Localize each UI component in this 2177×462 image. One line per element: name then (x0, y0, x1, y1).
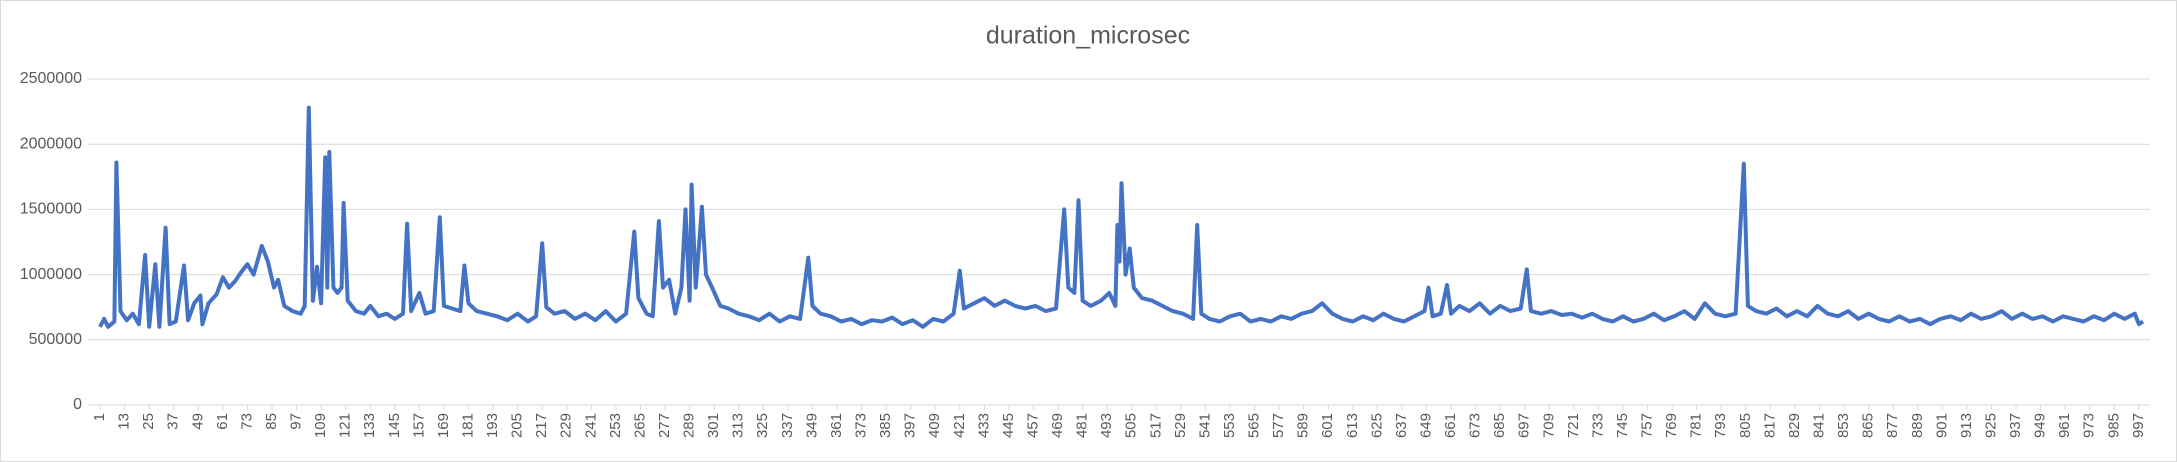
x-tick-label: 757 (1639, 413, 1656, 438)
x-tick-label: 637 (1393, 413, 1410, 438)
y-tick-label: 2500000 (20, 70, 82, 87)
x-tick-label: 841 (1810, 413, 1827, 438)
x-tick-label: 445 (1000, 413, 1017, 438)
x-tick-label: 217 (533, 413, 550, 438)
x-tick-label: 433 (975, 413, 992, 438)
x-tick-label: 229 (558, 413, 575, 438)
x-tick-label: 829 (1786, 413, 1803, 438)
x-tick-label: 865 (1860, 413, 1877, 438)
series-line (98, 105, 2145, 329)
x-tick-label: 589 (1295, 413, 1312, 438)
x-tick-label: 769 (1663, 413, 1680, 438)
x-tick-label: 553 (1221, 413, 1238, 438)
x-tick-label: 61 (214, 413, 231, 430)
x-tick-label: 985 (2105, 413, 2122, 438)
x-tick-label: 421 (951, 413, 968, 438)
x-tick-label: 397 (902, 413, 919, 438)
x-tick-label: 253 (607, 413, 624, 438)
x-tick-label: 565 (1246, 413, 1263, 438)
x-tick-label: 457 (1024, 413, 1041, 438)
x-tick-label: 481 (1074, 413, 1091, 438)
x-tick-label: 313 (730, 413, 747, 438)
x-tick-label: 97 (288, 413, 305, 430)
x-tick-label: 505 (1123, 413, 1140, 438)
x-tick-label: 709 (1540, 413, 1557, 438)
x-tick-label: 169 (435, 413, 452, 438)
x-tick-label: 49 (189, 413, 206, 430)
x-tick-label: 469 (1049, 413, 1066, 438)
x-tick-label: 241 (582, 413, 599, 438)
x-tick-label: 277 (656, 413, 673, 438)
x-tick-label: 745 (1614, 413, 1631, 438)
x-tick-label: 793 (1712, 413, 1729, 438)
x-tick-label: 349 (803, 413, 820, 438)
x-tick-label: 613 (1344, 413, 1361, 438)
x-tick-label: 205 (509, 413, 526, 438)
x-tick-label: 265 (631, 413, 648, 438)
x-tick-label: 997 (2130, 413, 2147, 438)
x-tick-label: 721 (1565, 413, 1582, 438)
x-tick-label: 781 (1688, 413, 1705, 438)
x-tick-label: 541 (1196, 413, 1213, 438)
x-tick-label: 193 (484, 413, 501, 438)
x-tick-label: 493 (1098, 413, 1115, 438)
x-tick-label: 517 (1147, 413, 1164, 438)
x-tick-label: 325 (754, 413, 771, 438)
x-tick-label: 337 (779, 413, 796, 438)
y-tick-label: 500000 (29, 331, 82, 348)
x-tick-label: 1 (91, 413, 108, 421)
x-tick-label: 625 (1368, 413, 1385, 438)
x-tick-label: 733 (1589, 413, 1606, 438)
x-tick-label: 889 (1909, 413, 1926, 438)
x-tick-label: 13 (116, 413, 133, 430)
x-tick-label: 649 (1417, 413, 1434, 438)
x-tick-label: 949 (2032, 413, 2049, 438)
y-tick-label: 1500000 (20, 201, 82, 218)
x-tick-label: 673 (1467, 413, 1484, 438)
x-tick-label: 961 (2056, 413, 2073, 438)
x-tick-label: 361 (828, 413, 845, 438)
x-tick-label: 913 (1958, 413, 1975, 438)
x-tick-label: 289 (681, 413, 698, 438)
x-tick-label: 697 (1516, 413, 1533, 438)
x-tick-label: 901 (1933, 413, 1950, 438)
x-tick-label: 37 (165, 413, 182, 430)
x-tick-label: 373 (852, 413, 869, 438)
x-tick-label: 85 (263, 413, 280, 430)
x-tick-label: 145 (386, 413, 403, 438)
x-tick-label: 25 (140, 413, 157, 430)
x-tick-label: 409 (926, 413, 943, 438)
x-tick-label: 937 (2007, 413, 2024, 438)
chart-title: duration_microsec (986, 22, 1190, 50)
x-tick-label: 385 (877, 413, 894, 438)
x-tick-label: 133 (361, 413, 378, 438)
x-tick-label: 601 (1319, 413, 1336, 438)
x-tick-label: 157 (410, 413, 427, 438)
x-tick-label: 817 (1761, 413, 1778, 438)
x-tick-label: 853 (1835, 413, 1852, 438)
x-tick-label: 121 (337, 413, 354, 438)
x-tick-label: 805 (1737, 413, 1754, 438)
x-tick-label: 301 (705, 413, 722, 438)
x-tick-label: 109 (312, 413, 329, 438)
x-tick-label: 181 (459, 413, 476, 438)
x-tick-label: 529 (1172, 413, 1189, 438)
x-tick-label: 877 (1884, 413, 1901, 438)
x-tick-label: 73 (238, 413, 255, 430)
y-tick-label: 2000000 (20, 135, 82, 152)
x-tick-label: 685 (1491, 413, 1508, 438)
x-tick-label: 577 (1270, 413, 1287, 438)
x-tick-label: 973 (2081, 413, 2098, 438)
y-tick-label: 1000000 (20, 266, 82, 283)
x-tick-label: 661 (1442, 413, 1459, 438)
x-tick-label: 925 (1982, 413, 1999, 438)
y-tick-label: 0 (73, 396, 82, 413)
